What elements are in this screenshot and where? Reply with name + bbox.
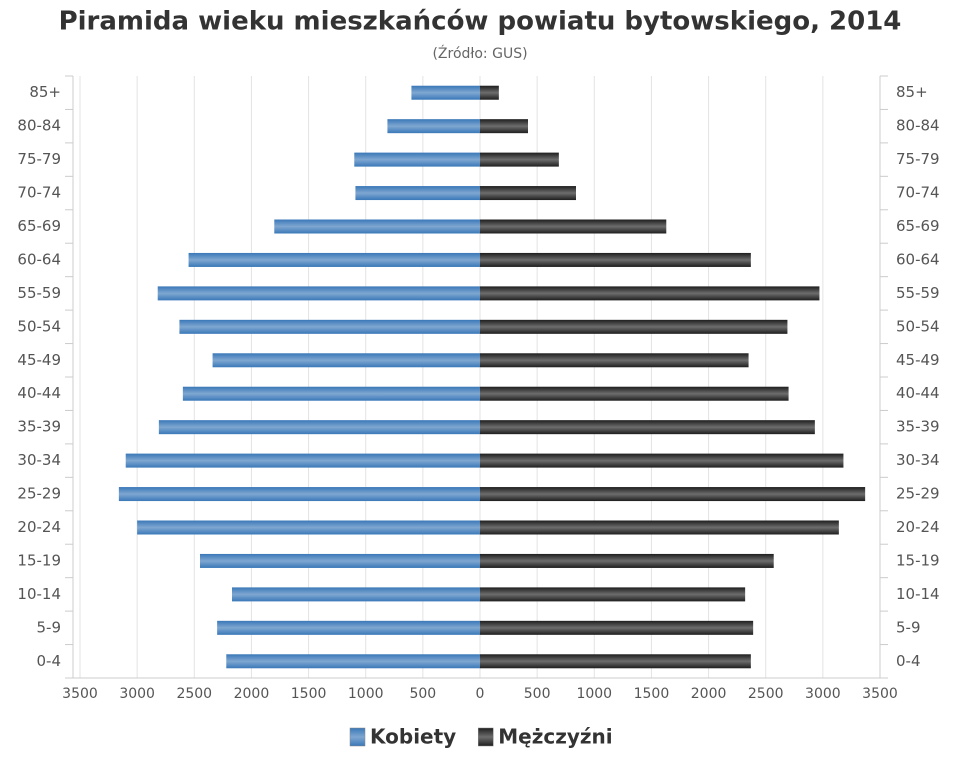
bar <box>480 319 788 334</box>
y-tick-label: 30-34 <box>17 451 61 469</box>
x-tick-label: 1000 <box>348 686 384 702</box>
bar <box>387 119 480 134</box>
y-tick-label: 80-84 <box>896 117 940 135</box>
bar <box>480 186 576 201</box>
x-tick-label: 1500 <box>634 686 670 702</box>
y-tick-label: 25-29 <box>896 485 940 503</box>
y-tick-label: 35-39 <box>896 418 940 436</box>
bar <box>125 453 480 468</box>
bar <box>480 654 751 669</box>
y-tick-label: 20-24 <box>896 518 940 536</box>
y-tick-label: 50-54 <box>896 317 940 335</box>
legend-label: Mężczyźni <box>498 725 612 749</box>
bar <box>411 85 480 100</box>
bar <box>226 654 480 669</box>
bar <box>480 286 820 301</box>
bar <box>217 620 480 635</box>
bar <box>157 286 480 301</box>
y-tick-label: 10-14 <box>896 585 940 603</box>
y-tick-label: 0-4 <box>37 652 62 670</box>
bar <box>480 386 789 401</box>
y-tick-label: 40-44 <box>896 384 940 402</box>
chart-subtitle: (Źródło: GUS) <box>432 44 527 62</box>
x-tick-label: 2000 <box>691 686 727 702</box>
x-tick-label: 2500 <box>748 686 784 702</box>
y-tick-label: 80-84 <box>17 117 61 135</box>
bar <box>232 587 480 602</box>
y-tick-label: 55-59 <box>896 284 940 302</box>
x-tick-label: 3000 <box>805 686 841 702</box>
x-tick-label: 1500 <box>291 686 327 702</box>
bar <box>182 386 480 401</box>
x-tick-label: 500 <box>409 686 436 702</box>
bar <box>212 353 481 368</box>
bar <box>480 620 754 635</box>
x-tick-label: 0 <box>476 686 485 702</box>
y-tick-label: 5-9 <box>37 618 62 636</box>
bar <box>480 85 499 100</box>
x-tick-label: 3500 <box>862 686 898 702</box>
y-tick-label: 60-64 <box>17 250 61 268</box>
bar <box>354 152 480 167</box>
y-tick-label: 0-4 <box>896 652 921 670</box>
y-tick-label: 20-24 <box>17 518 61 536</box>
bar <box>200 553 480 568</box>
y-tick-label: 5-9 <box>896 618 921 636</box>
bar <box>480 353 749 368</box>
bar <box>480 119 528 134</box>
x-tick-label: 1000 <box>576 686 612 702</box>
x-tick-label: 2000 <box>234 686 270 702</box>
bar <box>188 252 481 267</box>
y-tick-label: 75-79 <box>17 150 61 168</box>
bar <box>480 520 839 535</box>
bar <box>137 520 480 535</box>
legend-swatch <box>349 727 366 747</box>
y-tick-label: 60-64 <box>896 250 940 268</box>
bar <box>480 252 751 267</box>
bar <box>480 553 774 568</box>
bar <box>355 186 480 201</box>
legend-label: Kobiety <box>370 725 456 749</box>
y-tick-label: 15-19 <box>896 551 940 569</box>
y-tick-label: 45-49 <box>17 351 61 369</box>
bar <box>480 587 746 602</box>
legend-swatch <box>477 727 494 747</box>
x-tick-label: 500 <box>524 686 551 702</box>
y-tick-label: 65-69 <box>896 217 940 235</box>
y-tick-label: 70-74 <box>896 184 940 202</box>
x-tick-label: 3500 <box>62 686 98 702</box>
bar <box>179 319 480 334</box>
y-tick-label: 50-54 <box>17 317 61 335</box>
y-tick-label: 55-59 <box>17 284 61 302</box>
y-tick-label: 35-39 <box>17 418 61 436</box>
y-tick-label: 40-44 <box>17 384 61 402</box>
bar <box>480 152 559 167</box>
y-tick-label: 85+ <box>29 83 61 101</box>
y-tick-label: 10-14 <box>17 585 61 603</box>
bar <box>274 219 480 234</box>
y-tick-label: 65-69 <box>17 217 61 235</box>
bar <box>480 420 815 435</box>
bar <box>118 487 480 502</box>
y-tick-label: 85+ <box>896 83 928 101</box>
y-tick-label: 25-29 <box>17 485 61 503</box>
bar <box>158 420 480 435</box>
y-tick-label: 45-49 <box>896 351 940 369</box>
y-tick-label: 15-19 <box>17 551 61 569</box>
bar <box>480 219 667 234</box>
bar <box>480 487 866 502</box>
chart-title: Piramida wieku mieszkańców powiatu bytow… <box>59 7 902 37</box>
x-tick-label: 3000 <box>119 686 155 702</box>
x-tick-label: 2500 <box>176 686 212 702</box>
y-tick-label: 70-74 <box>17 184 61 202</box>
bar <box>480 453 844 468</box>
y-tick-label: 30-34 <box>896 451 940 469</box>
y-tick-label: 75-79 <box>896 150 940 168</box>
